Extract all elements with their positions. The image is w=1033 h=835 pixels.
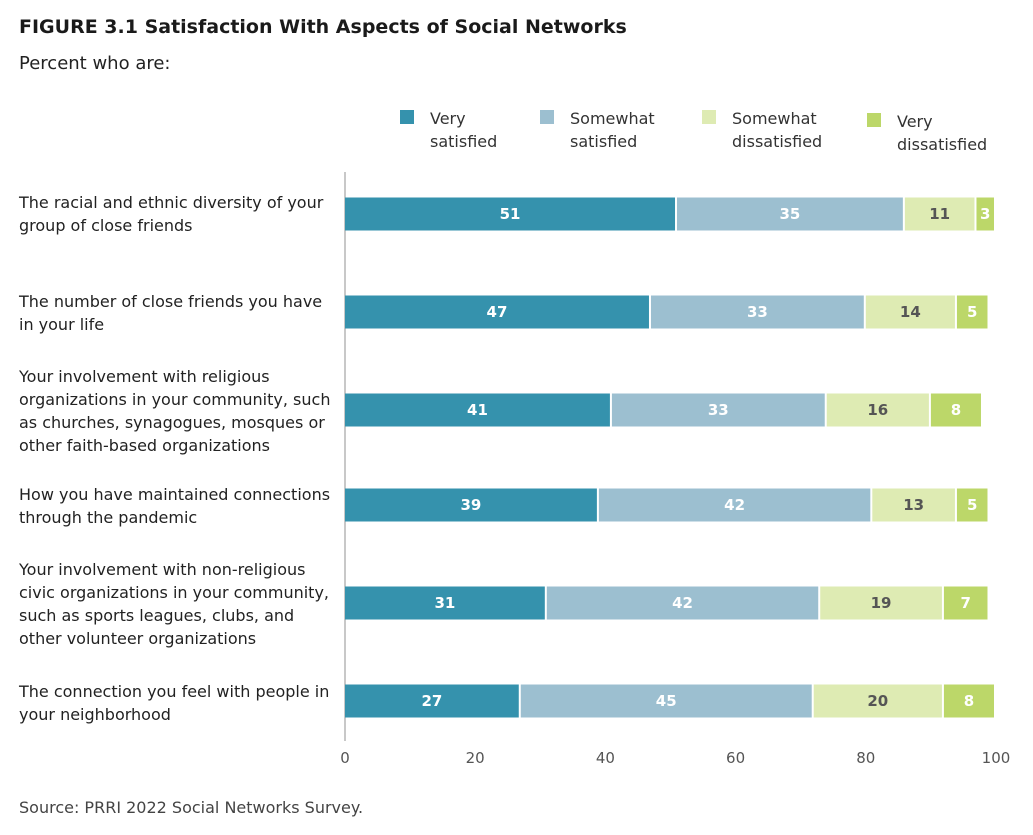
bar-segment [930, 393, 981, 427]
x-tick-label: 40 [596, 749, 615, 767]
data-label: 47 [487, 303, 508, 321]
legend-swatch [867, 113, 881, 127]
legend-item-very-satisfied: Very satisfied [400, 107, 497, 153]
bar-segment [598, 488, 871, 522]
bar-segment [813, 684, 942, 718]
bar-segment [865, 295, 955, 329]
bar-segment [826, 393, 929, 427]
data-label: 51 [500, 205, 521, 223]
bar-segment [345, 295, 649, 329]
bar-segment [677, 197, 903, 231]
data-label: 31 [434, 594, 455, 612]
data-label: 8 [964, 692, 974, 710]
data-label: 20 [867, 692, 888, 710]
x-tick-label: 100 [982, 749, 1011, 767]
legend-label: Very satisfied [430, 109, 498, 151]
data-label: 13 [903, 496, 924, 514]
data-label: 33 [747, 303, 768, 321]
legend-label: Somewhat satisfied [570, 109, 655, 151]
data-label: 19 [871, 594, 892, 612]
bar-segment [943, 586, 988, 620]
chart-subtitle: Percent who are: [19, 53, 171, 74]
bar-segment [345, 197, 676, 231]
data-label: 5 [967, 303, 977, 321]
bar-segment [904, 197, 975, 231]
legend-label: Very dissatisfied [897, 112, 988, 154]
bar-segment [546, 586, 819, 620]
bar-segment [872, 488, 955, 522]
category-label: The connection you feel with people in y… [19, 682, 330, 724]
category-label: Your involvement with religious organiza… [19, 367, 331, 455]
category-label: The racial and ethnic diversity of your … [19, 193, 324, 235]
x-tick-label: 80 [856, 749, 875, 767]
data-label: 27 [421, 692, 442, 710]
data-label: 3 [980, 205, 990, 223]
data-label: 11 [929, 205, 950, 223]
source-note: Source: PRRI 2022 Social Networks Survey… [19, 798, 364, 817]
data-label: 8 [951, 401, 961, 419]
category-label: How you have maintained connections thro… [19, 485, 331, 527]
legend-swatch [400, 110, 414, 124]
chart-title: FIGURE 3.1 Satisfaction With Aspects of … [19, 16, 627, 38]
category-label: The number of close friends you have in … [19, 292, 323, 334]
data-label: 41 [467, 401, 488, 419]
bar-segment [611, 393, 825, 427]
data-label: 42 [724, 496, 745, 514]
data-label: 7 [960, 594, 970, 612]
legend-swatch [702, 110, 716, 124]
bar-segment [976, 197, 994, 231]
bar-segment [345, 488, 597, 522]
category-label: Your involvement with non-religious civi… [19, 560, 329, 648]
bar-segment [956, 488, 988, 522]
bar-segment [345, 393, 610, 427]
data-label: 16 [867, 401, 888, 419]
legend-item-very-dissatisfied: Very dissatisfied [867, 110, 987, 156]
data-label: 14 [900, 303, 921, 321]
x-tick-label: 20 [466, 749, 485, 767]
data-label: 39 [461, 496, 482, 514]
x-tick-label: 0 [340, 749, 350, 767]
data-label: 5 [967, 496, 977, 514]
bar-segment [820, 586, 942, 620]
bar-segment [943, 684, 994, 718]
legend-item-somewhat-satisfied: Somewhat satisfied [540, 107, 655, 153]
x-tick-label: 60 [726, 749, 745, 767]
bar-segment [650, 295, 864, 329]
data-label: 45 [656, 692, 677, 710]
data-label: 42 [672, 594, 693, 612]
legend-swatch [540, 110, 554, 124]
legend-item-somewhat-dissatisfied: Somewhat dissatisfied [702, 107, 822, 153]
legend-label: Somewhat dissatisfied [732, 109, 823, 151]
bar-segment [345, 684, 519, 718]
bar-segment [345, 586, 545, 620]
bar-segment [956, 295, 988, 329]
data-label: 33 [708, 401, 729, 419]
bar-segment [520, 684, 812, 718]
data-label: 35 [779, 205, 800, 223]
